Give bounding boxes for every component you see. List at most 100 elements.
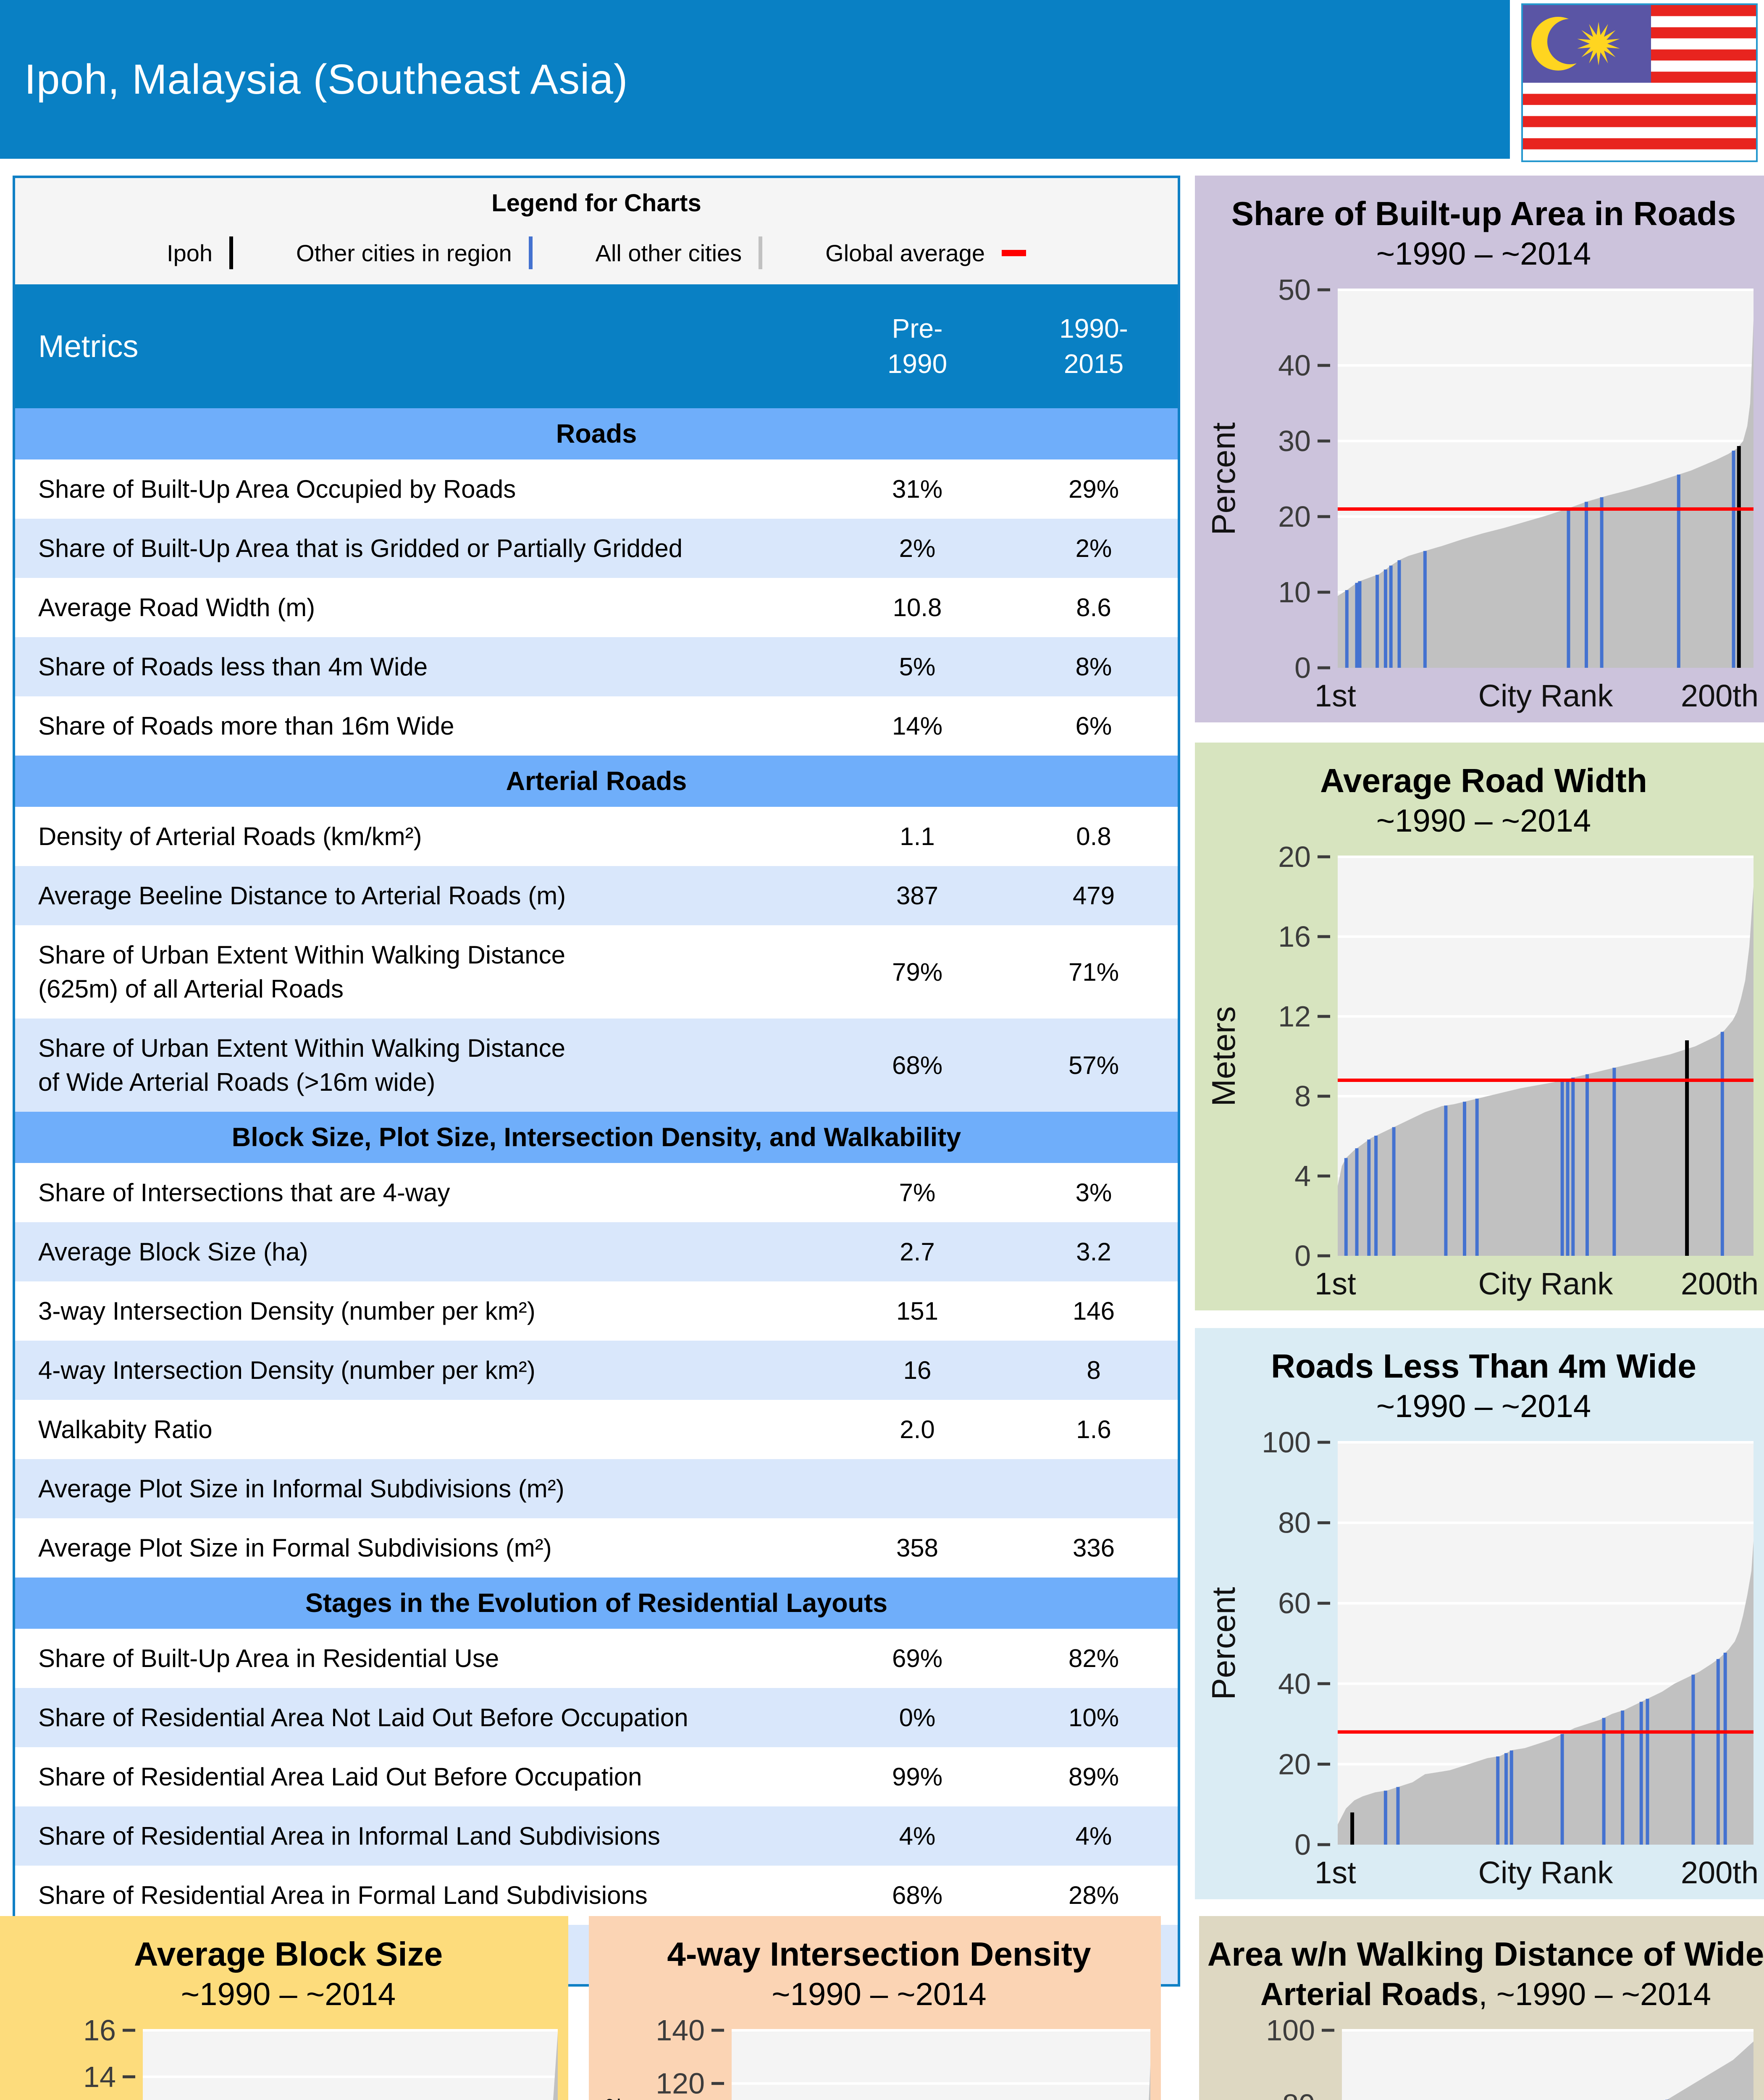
chart-title: Area w/n Walking Distance of Wide	[1208, 1935, 1764, 1973]
y-tick-label: 20	[1278, 840, 1311, 873]
table-row: Share of Urban Extent Within Walking Dis…	[15, 925, 1178, 1018]
metric-label: Share of Residential Area Not Laid Out B…	[38, 1704, 688, 1732]
table-row: Share of Residential Area Laid Out Befor…	[15, 1747, 1178, 1806]
metric-value-1990-2015: 3.2	[1076, 1238, 1111, 1266]
legend-label-global-average: Global average	[825, 239, 985, 266]
chart-card-roads-less-than-4m-wide: Roads Less Than 4m Wide ~1990 – ~2014 0 20 4…	[1195, 1328, 1764, 1899]
metric-label: Share of Urban Extent Within Walking Dis…	[38, 1034, 565, 1096]
legend-item-region-cities: Other cities in region	[296, 236, 533, 269]
y-tick-label: 20	[1278, 500, 1311, 533]
y-tick-label: 8	[1294, 1080, 1311, 1113]
metric-label: Average Block Size (ha)	[38, 1238, 308, 1266]
metric-value-1990-2015: 3%	[1075, 1179, 1112, 1207]
table-row: Average Beeline Distance to Arterial Roa…	[15, 866, 1178, 925]
flag-stripe	[1523, 94, 1756, 105]
chart-card-average-road-width: Average Road Width ~1990 – ~2014 0 4 8 12 16 20…	[1195, 743, 1764, 1310]
metric-value-1990-2015: 146	[1072, 1297, 1115, 1325]
y-tick-label: 100	[1262, 1426, 1311, 1459]
metric-label: Share of Residential Area in Informal La…	[38, 1822, 660, 1850]
flag-stripe	[1523, 83, 1756, 94]
chart-average-road-width: Average Road Width ~1990 – ~2014 0 4 8 12 16 20…	[1205, 762, 1759, 1301]
x-axis-title: City Rank	[1478, 678, 1614, 713]
chart-4-way-intersection-density: 4-way Intersection Density~1990 – ~20140…	[599, 1935, 1150, 2100]
y-tick-label: 40	[1278, 1667, 1311, 1700]
table-row: Share of Residential Area Not Laid Out B…	[15, 1688, 1178, 1747]
metric-label: Share of Built-Up Area in Residential Us…	[38, 1644, 499, 1672]
flag-stripe	[1523, 116, 1756, 128]
metric-value-pre-1990: 99%	[892, 1763, 943, 1791]
y-tick-label: 120	[656, 2067, 705, 2100]
y-axis-title: Percent	[1205, 422, 1242, 535]
y-tick-label: 30	[1278, 425, 1311, 457]
metric-value-1990-2015: 1.6	[1076, 1415, 1111, 1444]
metric-label: Share of Urban Extent Within Walking Dis…	[38, 941, 565, 1003]
table-row: Walkabity Ratio 2.0 1.6	[15, 1400, 1178, 1459]
chart-card-4-way-intersection-density: 4-way Intersection Density~1990 – ~20140…	[589, 1916, 1161, 2100]
chart-title: Average Block Size	[134, 1935, 443, 1973]
x-tick-label-first: 1st	[1315, 678, 1356, 713]
all-other-cities-silhouette	[1667, 2041, 1754, 2100]
metric-label: Average Plot Size in Informal Subdivisio…	[38, 1475, 564, 1503]
y-tick-label: 100	[1266, 2014, 1315, 2047]
chart-share-built-up-area-in-roads: Share of Built-up Area in Roads ~1990 – ~…	[1205, 195, 1759, 713]
metric-value-1990-2015: 479	[1072, 882, 1115, 910]
plot-area	[732, 2030, 1150, 2100]
metric-value-pre-1990: 10.8	[892, 593, 942, 622]
page-header: Ipoh, Malaysia (Southeast Asia)	[0, 0, 1510, 159]
metric-value-1990-2015: 8.6	[1076, 593, 1111, 622]
all-other-cities-silhouette	[1338, 1541, 1754, 1845]
metric-value-1990-2015: 6%	[1075, 712, 1112, 740]
chart-title: Roads Less Than 4m Wide	[1271, 1347, 1696, 1385]
metric-value-pre-1990: 2%	[899, 534, 936, 562]
metric-value-1990-2015: 29%	[1068, 475, 1119, 503]
metric-value-1990-2015: 8%	[1075, 653, 1112, 681]
metric-label: Share of Roads less than 4m Wide	[38, 653, 428, 681]
chart-card-area-within-walking-distance-of-wide-arterial-roads: Area w/n Walking Distance of Wide Arteria…	[1199, 1916, 1764, 2100]
chart-subtitle: ~1990 – ~2014	[1376, 803, 1591, 839]
metric-label: Share of Residential Area Laid Out Befor…	[38, 1763, 642, 1791]
global-average-line-icon	[1001, 249, 1026, 256]
table-row: Density of Arterial Roads (km/km²) 1.1 0.8	[15, 807, 1178, 866]
table-row: Share of Built-Up Area Occupied by Roads…	[15, 459, 1178, 519]
x-tick-label-last: 200th	[1681, 678, 1759, 713]
x-axis-title: City Rank	[1478, 1855, 1614, 1890]
plot-area	[1342, 2030, 1754, 2100]
all-other-cities-silhouette	[1338, 320, 1754, 668]
metric-label: Walkabity Ratio	[38, 1415, 213, 1444]
metric-label: Share of Built-Up Area that is Gridded o…	[38, 534, 683, 562]
chart-subtitle: ~1990 – ~2014	[1376, 236, 1591, 272]
metric-value-pre-1990: 7%	[899, 1179, 936, 1207]
y-tick-label: 16	[83, 2014, 116, 2047]
x-tick-label-last: 200th	[1681, 1855, 1759, 1890]
metric-value-pre-1990: 4%	[899, 1822, 936, 1850]
y-tick-label: 16	[1278, 920, 1311, 953]
table-row: Average Road Width (m) 10.8 8.6	[15, 578, 1178, 637]
metrics-table-header: Metrics Pre- 1990 1990- 2015	[15, 284, 1178, 408]
chart-subtitle: ~1990 – ~2014	[1376, 1389, 1591, 1424]
metric-label: Share of Intersections that are 4-way	[38, 1179, 450, 1207]
chart-title: Share of Built-up Area in Roads	[1231, 195, 1736, 232]
metric-value-1990-2015: 89%	[1068, 1763, 1119, 1791]
y-tick-label: 10	[1278, 576, 1311, 609]
metric-value-pre-1990: 69%	[892, 1644, 943, 1672]
table-row: Share of Urban Extent Within Walking Dis…	[15, 1018, 1178, 1112]
chart-card-share-built-up-area-in-roads: Share of Built-up Area in Roads ~1990 – ~…	[1195, 176, 1764, 722]
all-other-cities-silhouette	[553, 2032, 558, 2100]
metric-value-pre-1990: 358	[896, 1534, 939, 1562]
metric-value-pre-1990: 68%	[892, 1881, 943, 1909]
legend-title: Legend for Charts	[491, 189, 701, 217]
section-header: Block Size, Plot Size, Intersection Dens…	[15, 1112, 1178, 1163]
table-row: Share of Residential Area in Formal Land…	[15, 1866, 1178, 1925]
x-tick-label-first: 1st	[1315, 1266, 1356, 1301]
y-axis-title: Number per km²	[599, 2098, 636, 2100]
table-row: Share of Roads more than 16m Wide 14% 6%	[15, 696, 1178, 756]
metric-label: 4-way Intersection Density (number per k…	[38, 1356, 536, 1384]
page-title: Ipoh, Malaysia (Southeast Asia)	[24, 55, 628, 103]
metric-value-pre-1990: 1.1	[900, 822, 935, 850]
y-tick-label: 80	[1278, 1507, 1311, 1539]
y-tick-label: 60	[1278, 1587, 1311, 1620]
metric-value-1990-2015: 0.8	[1076, 822, 1111, 850]
table-row: Average Plot Size in Formal Subdivisions…	[15, 1518, 1178, 1578]
legend-item-ipoh: Ipoh	[167, 236, 234, 269]
flag-stripe	[1523, 138, 1756, 150]
